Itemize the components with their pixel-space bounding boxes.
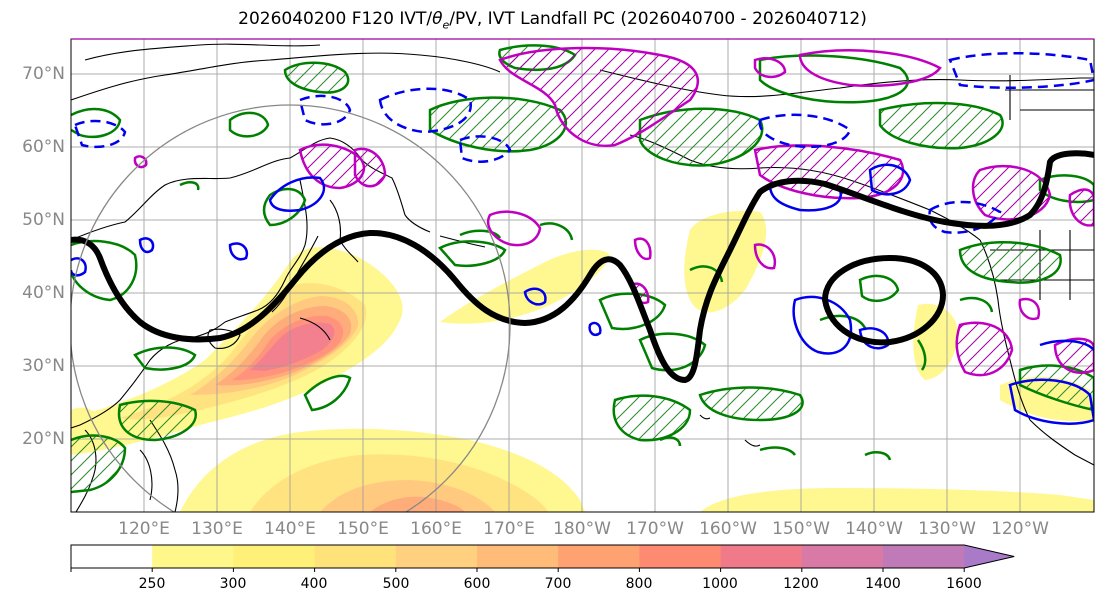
lon-label-120w: 120°W: [991, 519, 1049, 539]
lon-label-180w: 180°W: [553, 519, 611, 539]
title-text-after: /PV, IVT Landfall PC (2026040700 - 20260…: [449, 9, 867, 29]
colorbar-tick-label: 400: [300, 576, 328, 592]
lon-label-150w: 150°W: [772, 519, 830, 539]
colorbar-segment: [314, 545, 397, 568]
landfall-radius-circle: [71, 104, 511, 512]
colorbar-tick-label: 600: [463, 576, 491, 592]
colorbar-tick-label: 500: [382, 576, 410, 592]
colorbar-tick-label: 300: [219, 576, 247, 592]
lat-label-40: 40°N: [22, 283, 65, 303]
lon-label-170w: 170°W: [626, 519, 684, 539]
lon-label-160e: 160°E: [410, 519, 462, 539]
colorbar-segment: [233, 545, 316, 568]
colorbar-tick-label: 1400: [865, 576, 901, 592]
lon-label-160w: 160°W: [699, 519, 757, 539]
colorbar-extension-arrow: [964, 545, 1015, 568]
map-title: 2026040200 F120 IVT/θe/PV, IVT Landfall …: [0, 9, 1105, 31]
lat-label-50: 50°N: [22, 210, 65, 230]
landfall-pc-contour: [71, 150, 1094, 384]
colorbar-segment: [801, 545, 884, 568]
lat-label-20: 20°N: [22, 429, 65, 449]
colorbar-tick-label: 1600: [946, 576, 982, 592]
lon-label-130e: 130°E: [191, 519, 243, 539]
lat-label-30: 30°N: [22, 356, 65, 376]
colorbar-tick-label: 1000: [702, 576, 738, 592]
colorbar-tick-label: 800: [625, 576, 653, 592]
lon-label-130w: 130°W: [918, 519, 976, 539]
colorbar-segment: [558, 545, 640, 568]
lon-label-120e: 120°E: [118, 519, 170, 539]
title-theta: θ: [432, 9, 443, 29]
colorbar-segment: [720, 545, 803, 568]
lat-label-70: 70°N: [22, 64, 65, 84]
colorbar-tick-label: 1200: [783, 576, 819, 592]
colorbar-tick-label: 700: [544, 576, 572, 592]
lat-label-60: 60°N: [22, 137, 65, 157]
colorbar-segment: [639, 545, 722, 568]
colorbar-segment: [152, 545, 234, 568]
lon-label-140w: 140°W: [845, 519, 903, 539]
title-text-before: 2026040200 F120 IVT/: [238, 9, 433, 29]
colorbar-segment: [71, 545, 153, 568]
colorbar-outline: [70, 544, 1015, 569]
colorbar-segment: [395, 545, 478, 568]
lon-label-170e: 170°E: [483, 519, 535, 539]
colorbar-tick-label: 250: [138, 576, 166, 592]
lon-label-140e: 140°E: [264, 519, 316, 539]
colorbar-segment: [477, 545, 559, 568]
title-subscript: e: [442, 18, 450, 32]
colorbar: [70, 544, 1015, 572]
colorbar-segment: [883, 545, 965, 568]
lon-label-150e: 150°E: [337, 519, 389, 539]
